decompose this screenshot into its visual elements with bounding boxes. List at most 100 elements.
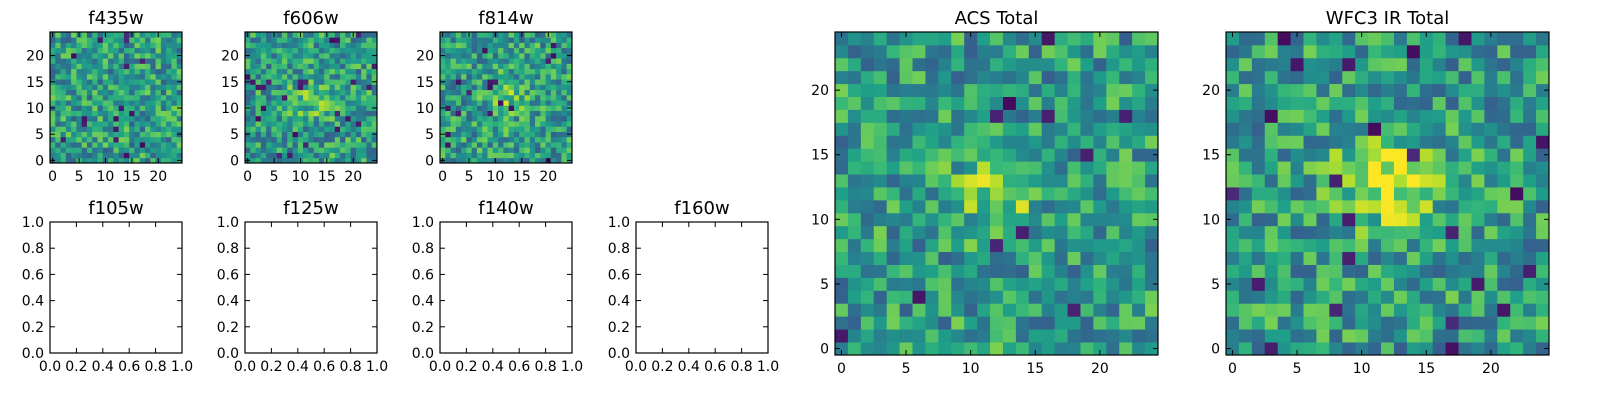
heatmap-cell <box>535 58 541 64</box>
heatmap-cell <box>466 126 473 132</box>
heatmap-cell <box>1238 251 1253 265</box>
heatmap-cell <box>1251 44 1266 59</box>
heatmap-cell <box>1226 70 1240 85</box>
heatmap-cell <box>65 136 72 143</box>
heatmap-cell <box>524 47 531 54</box>
heatmap-cell <box>1393 122 1408 136</box>
heatmap-cell <box>287 115 293 122</box>
heatmap-cell <box>113 52 120 59</box>
heatmap-cell <box>440 147 446 153</box>
heatmap-cell <box>1471 83 1485 97</box>
heatmap-cell <box>303 37 309 43</box>
heatmap-cell <box>561 32 568 38</box>
heatmap-cell <box>912 161 926 175</box>
heatmap-cell <box>1497 225 1511 240</box>
heatmap-cell <box>545 126 552 132</box>
heatmap-cell <box>1523 187 1537 201</box>
heatmap-cell <box>76 79 83 85</box>
heatmap-cell <box>912 174 926 188</box>
heatmap-cell <box>476 52 483 59</box>
x-tick-label: 1.0 <box>757 359 779 375</box>
heatmap-cell <box>1445 329 1459 343</box>
heatmap-cell <box>461 142 467 148</box>
heatmap-cell <box>482 73 488 80</box>
heatmap-cell <box>461 47 467 54</box>
heatmap-cell <box>371 47 378 54</box>
heatmap-cell <box>292 58 299 64</box>
heatmap-cell <box>535 105 541 111</box>
heatmap-cell <box>925 70 939 85</box>
heatmap-cell <box>155 73 162 80</box>
heatmap-cell <box>1080 199 1094 214</box>
heatmap-cell <box>873 277 888 291</box>
heatmap-cell <box>503 110 510 117</box>
heatmap-cell <box>482 84 488 91</box>
heatmap-cell <box>450 152 457 159</box>
heatmap-cell <box>529 152 536 159</box>
heatmap-cell <box>886 44 900 59</box>
heatmap-cell <box>524 58 531 64</box>
heatmap-cell <box>461 52 467 59</box>
heatmap-cell <box>1471 96 1485 110</box>
heatmap-cell <box>271 94 278 101</box>
heatmap-cell <box>492 110 499 117</box>
heatmap-cell <box>176 142 183 148</box>
heatmap-cell <box>345 42 351 49</box>
heatmap-cell <box>873 264 888 278</box>
heatmap-cell <box>455 63 462 70</box>
heatmap-cell <box>329 147 336 153</box>
heatmap-cell <box>1393 303 1408 317</box>
heatmap-cell <box>129 89 135 96</box>
heatmap-cell <box>145 152 151 159</box>
heatmap-cell <box>886 135 900 149</box>
heatmap-cell <box>498 63 504 70</box>
heatmap-cell <box>329 79 336 85</box>
heatmap-cell <box>1277 290 1291 304</box>
heatmap-cell <box>529 147 536 153</box>
y-tick-label: 0 <box>230 153 239 169</box>
heatmap-cell <box>951 264 965 278</box>
heatmap-cell <box>371 121 378 127</box>
heatmap-cell <box>529 121 536 127</box>
heatmap-cell <box>292 42 299 49</box>
heatmap-cell <box>1342 135 1356 149</box>
heatmap-cell <box>513 121 520 127</box>
x-tick-label: 5 <box>75 169 84 185</box>
heatmap-cell <box>519 131 525 138</box>
heatmap-cell <box>886 122 900 136</box>
heatmap-cell <box>1393 290 1408 304</box>
heatmap-cell <box>461 136 467 143</box>
heatmap-cell <box>1106 264 1120 278</box>
heatmap-cell <box>1145 187 1159 201</box>
heatmap-cell <box>847 122 862 136</box>
heatmap-cell <box>65 157 72 164</box>
heatmap-cell <box>1251 122 1266 136</box>
heatmap-cell <box>519 58 525 64</box>
heatmap-cell <box>1106 70 1120 85</box>
heatmap-cell <box>964 225 978 240</box>
heatmap-cell <box>925 83 939 97</box>
heatmap-cell <box>847 44 862 59</box>
heatmap-cell <box>540 94 546 101</box>
heatmap-cell <box>977 187 991 201</box>
heatmap-cell <box>476 100 483 106</box>
heatmap-cell <box>250 115 256 122</box>
heatmap-cell <box>951 174 965 188</box>
heatmap-cell <box>329 37 336 43</box>
heatmap-cell <box>150 84 156 91</box>
heatmap-cell <box>260 89 267 96</box>
heatmap-cell <box>1303 277 1317 291</box>
heatmap-cell <box>498 84 504 91</box>
heatmap-cell <box>482 100 488 106</box>
heatmap-cell <box>76 121 83 127</box>
heatmap-cell <box>1226 96 1240 110</box>
heatmap-cell <box>1041 329 1056 343</box>
heatmap-cell <box>524 131 531 138</box>
heatmap-cell <box>318 42 325 49</box>
heatmap-cell <box>847 251 862 265</box>
heatmap-cell <box>566 110 573 117</box>
heatmap-cell <box>925 148 939 162</box>
heatmap-cell <box>245 147 251 153</box>
heatmap-cell <box>123 79 130 85</box>
heatmap-cell <box>1054 96 1068 110</box>
